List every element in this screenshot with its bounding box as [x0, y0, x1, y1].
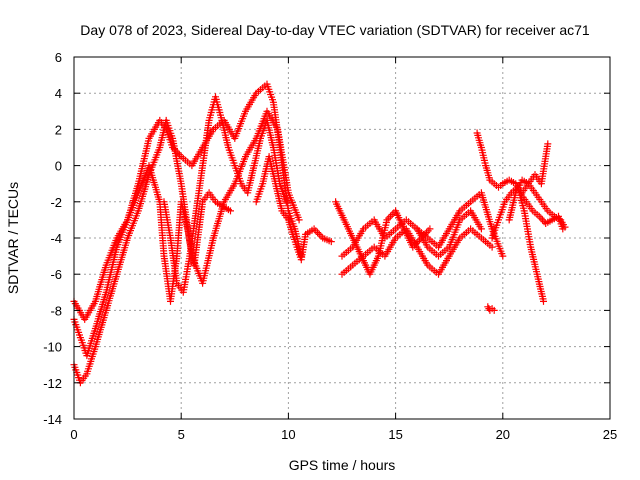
x-axis-ticks: 0 5 10 15 20 25 — [70, 57, 617, 442]
marker-path — [413, 189, 507, 260]
series-pass-9 — [413, 189, 507, 260]
y-tick-label: 2 — [55, 122, 62, 137]
y-tick-label: 0 — [55, 159, 62, 174]
marker-path — [160, 93, 290, 296]
y-tick-label: -8 — [50, 303, 62, 318]
x-tick-label: 0 — [70, 427, 77, 442]
y-tick-label: 4 — [55, 86, 62, 101]
series-pass-4 — [160, 93, 290, 296]
marker-path — [332, 198, 434, 278]
marker-path — [484, 303, 498, 314]
series-pass-8 — [332, 198, 434, 278]
y-tick-label: -2 — [50, 195, 62, 210]
y-tick-label: -14 — [43, 412, 62, 427]
y-tick-label: -12 — [43, 376, 62, 391]
y-axis-ticks: 6 4 2 0 -2 -4 -6 -8 -10 -12 -14 — [43, 50, 610, 427]
x-tick-label: 25 — [603, 427, 617, 442]
x-axis-label: GPS time / hours — [289, 457, 396, 473]
y-tick-label: -10 — [43, 340, 62, 355]
grid-lines — [74, 57, 610, 419]
series-pass-13 — [516, 189, 567, 233]
x-tick-label: 10 — [281, 427, 295, 442]
y-tick-label: -4 — [50, 231, 62, 246]
chart-title: Day 078 of 2023, Sidereal Day-to-day VTE… — [80, 22, 590, 38]
y-axis-label: SDTVAR / TECUs — [5, 182, 21, 294]
y-tick-label: 6 — [55, 50, 62, 65]
x-tick-label: 15 — [388, 427, 402, 442]
series-pass-5 — [252, 153, 335, 264]
x-tick-label: 20 — [496, 427, 510, 442]
x-tick-label: 5 — [178, 427, 185, 442]
series-pass-14 — [484, 303, 498, 314]
series-pass-6 — [338, 207, 485, 260]
marker-path — [516, 189, 567, 233]
y-tick-label: -6 — [50, 267, 62, 282]
marker-path — [252, 153, 335, 264]
marker-path — [338, 207, 485, 260]
